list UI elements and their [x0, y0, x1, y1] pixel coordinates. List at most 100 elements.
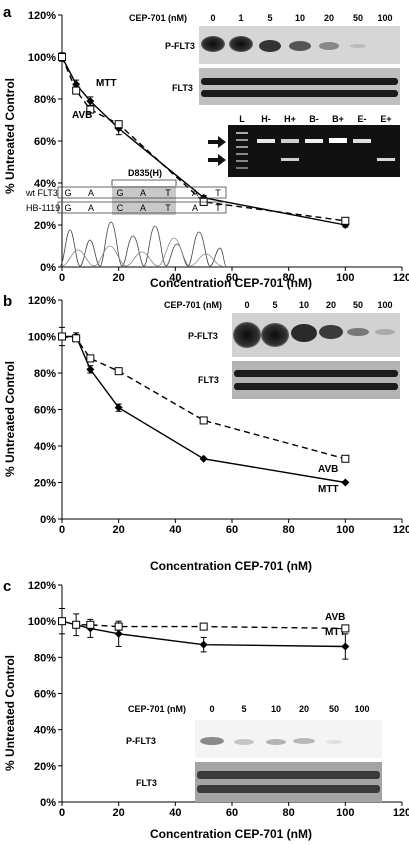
- chromatogram-trace-2: [61, 237, 223, 267]
- panel-a-avb-point: [72, 86, 81, 95]
- gel-ladder-band-4: [236, 153, 248, 155]
- inset-a-conc-5: 5: [267, 13, 272, 23]
- panel-b-x-tick-label: 40: [169, 524, 181, 536]
- panel-a-gel-inset: L H- H+ B- B+ E- E+: [208, 114, 400, 177]
- panel-b-x-tick-label: 120: [393, 524, 409, 536]
- panel-c-x-tick-label: 60: [226, 807, 238, 819]
- panel-b-avb-point: [58, 332, 66, 341]
- panel-c-western-inset: CEP-701 (nM) 0 5 10 20 50 100 P-FLT3 FLT…: [126, 704, 382, 802]
- p-flt3-label-a: P-FLT3: [165, 41, 195, 51]
- inset-b-conc-10: 10: [299, 300, 309, 310]
- panel-a-x-tick-label: 40: [169, 272, 181, 284]
- flt3-blot-c: [195, 762, 382, 802]
- flt3-label-c: FLT3: [136, 778, 157, 788]
- mutation-title: D835(H): [128, 168, 162, 178]
- panel-a-x-axis-label: Concentration CEP-701 (nM): [150, 276, 312, 290]
- seq-row-wt-name: wt FLT3: [25, 188, 58, 198]
- panel-b-x-tick-label: 80: [283, 524, 295, 536]
- p-flt3-label-c: P-FLT3: [126, 736, 156, 746]
- panel-b-western-inset: CEP-701 (nM) 0 5 10 20 50 100 P-FLT3 FLT…: [164, 300, 400, 399]
- panel-c-x-tick-label: 80: [283, 807, 295, 819]
- panel-a-x-tick-label: 120: [393, 272, 409, 284]
- panel-c-conc-label: CEP-701 (nM): [128, 704, 186, 714]
- panel-b-x-axis-label: Concentration CEP-701 (nM): [150, 559, 312, 573]
- panel-a-avb-point: [341, 216, 350, 225]
- panel-a-y-tick-label: 100%: [28, 52, 56, 64]
- panel-a-label: a: [3, 4, 12, 21]
- panel-c-x-tick-label: 100: [336, 807, 354, 819]
- panel-c-y-tick-label: 80%: [34, 652, 56, 664]
- p-flt3-band-a-0: [201, 36, 225, 52]
- panel-c-mtt-point: [341, 642, 350, 651]
- flt3-label-b: FLT3: [198, 375, 219, 385]
- inset-a-conc-100: 100: [377, 13, 392, 23]
- panel-c-x-axis-label: Concentration CEP-701 (nM): [150, 827, 312, 841]
- seq-box-wt: [57, 186, 227, 199]
- panel-c-mtt-point: [199, 640, 208, 649]
- panel-c-y-tick-label: 40%: [34, 725, 56, 737]
- flt3-band-c-lower: [197, 785, 380, 793]
- gel-ladder-band-1: [236, 132, 248, 134]
- panel-b-plot-area: 0%20%40%60%80%100%120%0 20 40 60 80 100 120MTT…: [28, 295, 409, 536]
- panel-b-mtt-point: [86, 365, 95, 374]
- p-flt3-band-c-10: [266, 739, 286, 745]
- seq-hb-base-5: T: [165, 203, 171, 213]
- inset-a-conc-1: 1: [238, 13, 243, 23]
- gel-lane-E-plus: E+: [380, 114, 391, 124]
- inset-c-conc-20: 20: [299, 704, 309, 714]
- panel-b-y-tick-label: 0%: [40, 514, 56, 526]
- p-flt3-band-b-5: [261, 323, 289, 347]
- panel-b-avb-point: [72, 334, 81, 343]
- mutation-bracket: [111, 179, 177, 186]
- p-flt3-band-a-50: [350, 44, 366, 48]
- panel-b-mtt-point: [114, 403, 123, 412]
- seq-hb-base-1: G: [64, 203, 71, 213]
- gel-ladder-band-5: [236, 160, 248, 162]
- flt3-band-c-upper: [197, 771, 380, 779]
- p-flt3-band-b-0: [233, 322, 261, 348]
- panel-c-y-tick-label: 20%: [34, 761, 56, 773]
- panel-c-avb-point: [86, 620, 95, 629]
- panel-a-avb-line: [61, 56, 346, 222]
- inset-b-conc-0: 0: [244, 300, 249, 310]
- p-flt3-band-c-0: [200, 737, 224, 745]
- inset-c-conc-0: 0: [209, 704, 214, 714]
- panel-c-x-tick-label: 120: [393, 807, 409, 819]
- gel-lane-H-minus: H-: [261, 114, 271, 124]
- seq-row-hb-name: HB-1119: [26, 203, 60, 213]
- inset-a-conc-10: 10: [295, 13, 305, 23]
- panel-b-label: b: [3, 293, 12, 310]
- gel-lane-B-plus: B+: [332, 114, 344, 124]
- panel-b-y-tick-label: 80%: [34, 368, 56, 380]
- panel-a-conc-label-text: CEP-701 (nM): [129, 13, 187, 23]
- panel-a-x-tick-label: 60: [226, 272, 238, 284]
- panel-b-x-tick-label: 60: [226, 524, 238, 536]
- gel-band-H-plus-upper: [281, 139, 299, 143]
- inset-c-conc-10: 10: [271, 704, 281, 714]
- panel-a-x-tick-label: 20: [113, 272, 125, 284]
- inset-c-conc-50: 50: [329, 704, 339, 714]
- seq-hb-base-6: A: [192, 203, 198, 213]
- p-flt3-label-b: P-FLT3: [188, 331, 218, 341]
- panel-a-y-axis-label: % Untreated Control: [3, 78, 17, 194]
- panel-b-mtt-point: [341, 478, 350, 487]
- inset-a-conc-50: 50: [353, 13, 363, 23]
- seq-wt-base-5: T: [165, 188, 171, 198]
- panel-b-y-tick-label: 40%: [34, 441, 56, 453]
- inset-a-conc-20: 20: [324, 13, 334, 23]
- p-flt3-band-a-1: [229, 36, 253, 52]
- flt3-band-b-upper: [234, 370, 398, 377]
- panel-a-y-tick-label: 0%: [40, 262, 56, 274]
- seq-hb-base-2: A: [88, 203, 94, 213]
- panel-c-mtt-series-label: MTT: [325, 627, 346, 638]
- panel-b-mtt-point: [199, 454, 208, 463]
- flt3-label-a: FLT3: [172, 83, 193, 93]
- flt3-blot-a: [199, 68, 400, 105]
- seq-hb-base-3: C: [117, 203, 124, 213]
- gel-band-E-plus: [377, 158, 395, 161]
- panel-a-sequence-inset: D835(H) wt FLT3 HB-1119 G A G A T A T G …: [25, 168, 227, 267]
- panel-a-y-tick-label: 40%: [34, 178, 56, 190]
- panel-c-y-tick-label: 60%: [34, 689, 56, 701]
- panel-b-mtt-series-label: MTT: [318, 484, 339, 495]
